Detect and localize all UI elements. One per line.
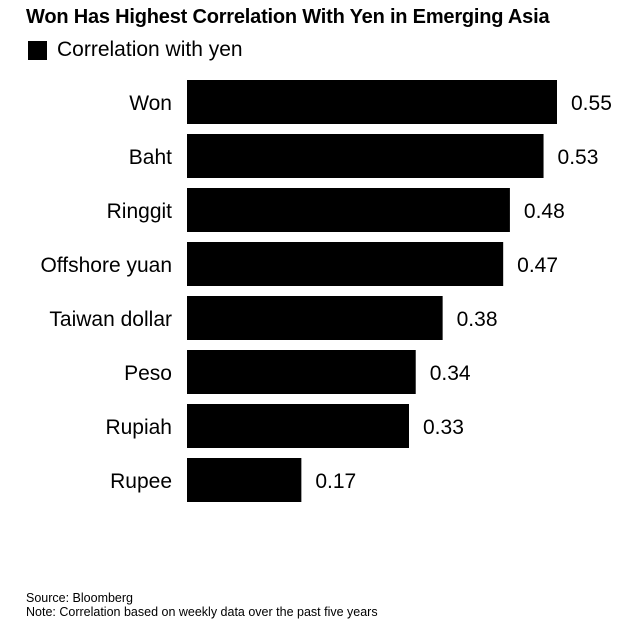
legend-swatch xyxy=(28,40,47,60)
category-label: Baht xyxy=(129,146,172,169)
category-label: Taiwan dollar xyxy=(49,308,172,331)
category-label: Rupiah xyxy=(105,416,172,439)
bar xyxy=(187,458,302,502)
category-label: Peso xyxy=(124,362,172,385)
bar xyxy=(187,296,443,340)
legend-label: Correlation with yen xyxy=(57,38,243,61)
category-label: Won xyxy=(129,92,172,115)
value-label: 0.33 xyxy=(423,416,464,439)
bar xyxy=(187,188,510,232)
category-label: Offshore yuan xyxy=(40,254,172,277)
bar xyxy=(187,350,416,394)
value-label: 0.47 xyxy=(517,254,558,277)
value-label: 0.17 xyxy=(315,470,356,493)
value-label: 0.53 xyxy=(558,146,599,169)
footnote: Note: Correlation based on weekly data o… xyxy=(26,605,378,619)
category-label: Rupee xyxy=(110,470,172,493)
bar xyxy=(187,242,504,286)
value-label: 0.55 xyxy=(571,92,612,115)
legend: Correlation with yen xyxy=(28,38,243,62)
category-label: Ringgit xyxy=(107,200,173,223)
value-label: 0.34 xyxy=(430,362,471,385)
bar xyxy=(187,134,544,178)
bar xyxy=(187,404,409,448)
bar xyxy=(187,80,557,124)
source-note: Source: Bloomberg xyxy=(26,591,134,605)
chart-title: Won Has Highest Correlation With Yen in … xyxy=(26,6,550,28)
value-label: 0.48 xyxy=(524,200,565,223)
value-label: 0.38 xyxy=(457,308,498,331)
